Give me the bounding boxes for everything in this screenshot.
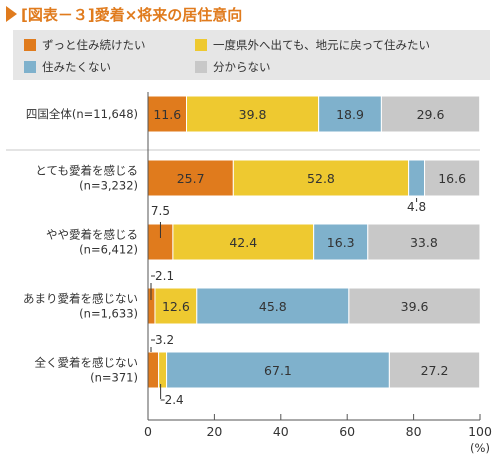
legend-swatch [24, 61, 36, 73]
x-tick-label: 20 [206, 424, 222, 439]
category-label: あまり愛着を感じない [23, 292, 138, 306]
x-tick-label: 100 [468, 424, 492, 439]
title-marker-icon [6, 6, 17, 22]
x-unit-label: (%) [470, 441, 490, 455]
bar-segment [158, 351, 168, 389]
bar-segment [196, 287, 350, 325]
data-label: 42.4 [229, 235, 257, 250]
category-label: (n=371) [90, 371, 138, 385]
data-label: 7.5 [151, 204, 170, 218]
legend-swatch [24, 39, 36, 51]
legend-swatch [195, 39, 207, 51]
data-label: 39.8 [239, 107, 267, 122]
data-label: 39.6 [401, 299, 429, 314]
legend-label: ずっと住み続けたい [42, 38, 146, 52]
category-label: (n=3,232) [79, 179, 138, 193]
data-label: 3.2 [155, 333, 174, 347]
data-label: 25.7 [177, 171, 205, 186]
data-label: 33.8 [410, 235, 438, 250]
data-label: 4.8 [407, 200, 426, 214]
bar-segment [388, 351, 481, 389]
category-label: 全く愛着を感じない [35, 356, 139, 370]
bar-segment [318, 95, 382, 133]
data-label: 52.8 [307, 171, 335, 186]
legend-background [13, 30, 490, 80]
bar-segment [367, 223, 481, 261]
category-label: (n=6,412) [79, 243, 138, 257]
bar-segment [424, 159, 481, 197]
data-label: 16.3 [327, 235, 355, 250]
plot-area: 四国全体(n=11,648) とても愛着を感じる(n=3,232) やや愛着を感じる… [6, 92, 492, 455]
category-label: 四国全体(n=11,648) [26, 107, 138, 121]
bar-segment [147, 95, 188, 133]
bar-segment [380, 95, 481, 133]
bar-segment [154, 287, 198, 325]
category-label: とても愛着を感じる [35, 164, 138, 178]
data-label: 18.9 [336, 107, 364, 122]
data-label: 2.1 [155, 269, 174, 283]
bar-segment [147, 351, 160, 389]
x-tick-label: 60 [339, 424, 355, 439]
bar-segment [348, 287, 481, 325]
category-label: やや愛着を感じる [46, 228, 138, 242]
bar-segment [313, 223, 369, 261]
legend-label: 住みたくない [42, 60, 111, 74]
bar-segment [186, 95, 320, 133]
data-label: 67.1 [264, 363, 292, 378]
chart-header: [図表－３]愛着×将来の居住意向 [6, 6, 242, 24]
x-tick-label: 80 [406, 424, 422, 439]
data-label: 12.6 [162, 299, 190, 314]
data-label: 2.4 [165, 393, 184, 407]
data-label: 11.6 [153, 107, 181, 122]
legend-label: 分からない [213, 60, 271, 74]
data-label: 16.6 [438, 171, 466, 186]
x-tick-label: 0 [144, 424, 152, 439]
data-label: 29.6 [417, 107, 445, 122]
bar-segment [172, 223, 315, 261]
x-tick-label: 40 [273, 424, 289, 439]
legend-swatch [195, 61, 207, 73]
bar-segment [166, 351, 390, 389]
bar-segment [232, 159, 410, 197]
category-label: (n=1,633) [79, 307, 138, 321]
bar-segment [408, 159, 426, 197]
data-label: 45.8 [259, 299, 287, 314]
legend-label: 一度県外へ出ても、地元に戻って住みたい [213, 38, 430, 52]
data-label: 27.2 [421, 363, 449, 378]
chart-title: [図表－３]愛着×将来の居住意向 [21, 6, 242, 24]
